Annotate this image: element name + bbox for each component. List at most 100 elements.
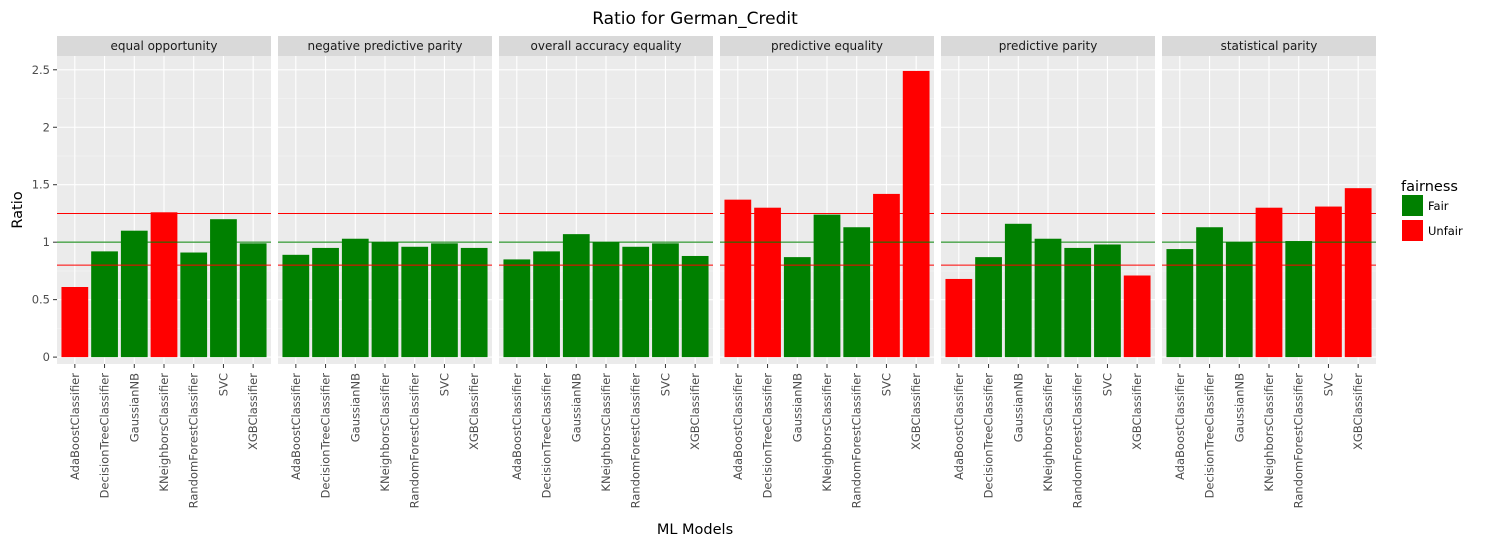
x-tick-label: AdaBoostClassifier <box>68 373 82 480</box>
bar <box>460 247 488 358</box>
bar <box>282 254 310 358</box>
legend-title: fairness <box>1401 179 1458 195</box>
bar <box>843 227 871 358</box>
facet-panel: predictive parity AdaBoostClassifier Decis… <box>941 36 1155 508</box>
bar <box>1255 207 1283 358</box>
bar <box>431 243 458 358</box>
bar <box>239 243 267 358</box>
x-tick-label: GaussianNB <box>127 373 141 442</box>
x-tick-label: DecisionTreeClassifier <box>98 373 112 499</box>
bar <box>681 255 709 358</box>
x-tick-label: KNeighborsClassifier <box>599 373 613 492</box>
facet-panel: negative predictive parity AdaBoostClassi… <box>278 36 492 508</box>
bar <box>873 193 900 358</box>
x-tick-label: AdaBoostClassifier <box>510 373 524 480</box>
y-tick-label: 0.5 <box>32 293 50 307</box>
x-tick-label: DecisionTreeClassifier <box>982 373 996 499</box>
facet-panel: overall accuracy equality AdaBoostClassif… <box>499 36 713 508</box>
bar <box>401 246 429 358</box>
facet-strip <box>499 36 713 56</box>
facet-strip <box>941 36 1155 56</box>
bar <box>120 230 148 358</box>
x-tick-label: XGBClassifier <box>1351 373 1365 450</box>
x-tick-label: AdaBoostClassifier <box>1173 373 1187 480</box>
bar <box>150 212 178 358</box>
x-tick-label: SVC <box>1321 373 1335 396</box>
x-tick-label: RandomForestClassifier <box>1292 373 1306 509</box>
x-tick-label: KNeighborsClassifier <box>820 373 834 492</box>
y-tick-label: 2.5 <box>32 63 50 77</box>
bar <box>813 214 841 358</box>
bar <box>503 259 531 358</box>
bar <box>945 278 973 358</box>
x-tick-label: RandomForestClassifier <box>850 373 864 509</box>
bar <box>1315 206 1342 358</box>
bar <box>371 242 399 358</box>
bar <box>592 242 620 358</box>
bar <box>1123 275 1151 358</box>
x-tick-label: DecisionTreeClassifier <box>761 373 775 499</box>
y-tick-label: 1.5 <box>32 178 50 192</box>
x-tick-label: XGBClassifier <box>909 373 923 450</box>
facet-panel: predictive equality AdaBoostClassifier Dec… <box>720 36 934 508</box>
x-tick-label: AdaBoostClassifier <box>952 373 966 480</box>
facet-strip-label: predictive parity <box>999 39 1098 53</box>
bar <box>1344 188 1372 358</box>
bar <box>1196 227 1223 358</box>
legend-key <box>1402 220 1423 241</box>
x-tick-label: XGBClassifier <box>246 373 260 450</box>
x-tick-label: GaussianNB <box>1232 373 1246 442</box>
legend-key <box>1402 195 1423 216</box>
y-tick-label: 0 <box>43 350 50 364</box>
legend-label: Unfair <box>1428 224 1463 238</box>
x-tick-label: SVC <box>879 373 893 396</box>
bar <box>622 246 650 358</box>
bar <box>180 252 208 358</box>
bar <box>652 243 679 358</box>
bar <box>724 199 752 358</box>
x-tick-label: GaussianNB <box>569 373 583 442</box>
facet-panel: statistical parity AdaBoostClassifier Deci… <box>1162 36 1376 508</box>
facet-strip-label: equal opportunity <box>110 39 217 53</box>
x-tick-label: SVC <box>658 373 672 396</box>
bar <box>1285 241 1313 358</box>
bar <box>61 287 89 358</box>
x-tick-label: GaussianNB <box>790 373 804 442</box>
x-tick-label: SVC <box>437 373 451 396</box>
bar <box>91 251 118 358</box>
bar <box>1004 223 1032 358</box>
bar <box>1166 249 1194 358</box>
x-tick-label: RandomForestClassifier <box>1071 373 1085 509</box>
bar <box>533 251 560 358</box>
facet-panels: equal opportunity AdaBoostClassifier Decis… <box>57 36 1376 508</box>
facet-strip-label: negative predictive parity <box>308 39 463 53</box>
bar <box>312 247 339 358</box>
x-axis-title: ML Models <box>657 522 733 538</box>
legend-label: Fair <box>1428 199 1449 213</box>
facet-panel: equal opportunity AdaBoostClassifier Decis… <box>57 36 271 508</box>
x-tick-label: GaussianNB <box>1011 373 1025 442</box>
legend: fairness Fair Unfair <box>1401 179 1463 241</box>
x-tick-label: DecisionTreeClassifier <box>319 373 333 499</box>
bar <box>1034 238 1062 358</box>
x-tick-label: RandomForestClassifier <box>629 373 643 509</box>
x-tick-label: RandomForestClassifier <box>187 373 201 509</box>
x-tick-label: RandomForestClassifier <box>408 373 422 509</box>
x-tick-label: SVC <box>216 373 230 396</box>
facet-strip <box>278 36 492 56</box>
x-tick-label: KNeighborsClassifier <box>1262 373 1276 492</box>
bar <box>1225 242 1253 358</box>
x-tick-label: KNeighborsClassifier <box>378 373 392 492</box>
x-tick-label: KNeighborsClassifier <box>157 373 171 492</box>
y-axis: 0 0.5 1 1.5 2 2.5 <box>32 63 57 364</box>
x-tick-label: XGBClassifier <box>467 373 481 450</box>
x-tick-label: SVC <box>1100 373 1114 396</box>
bar <box>1094 244 1121 358</box>
y-tick-label: 2 <box>43 120 50 134</box>
facet-strip <box>1162 36 1376 56</box>
bar <box>902 70 930 358</box>
bar <box>341 238 369 358</box>
bar <box>210 219 237 358</box>
facet-strip <box>57 36 271 56</box>
